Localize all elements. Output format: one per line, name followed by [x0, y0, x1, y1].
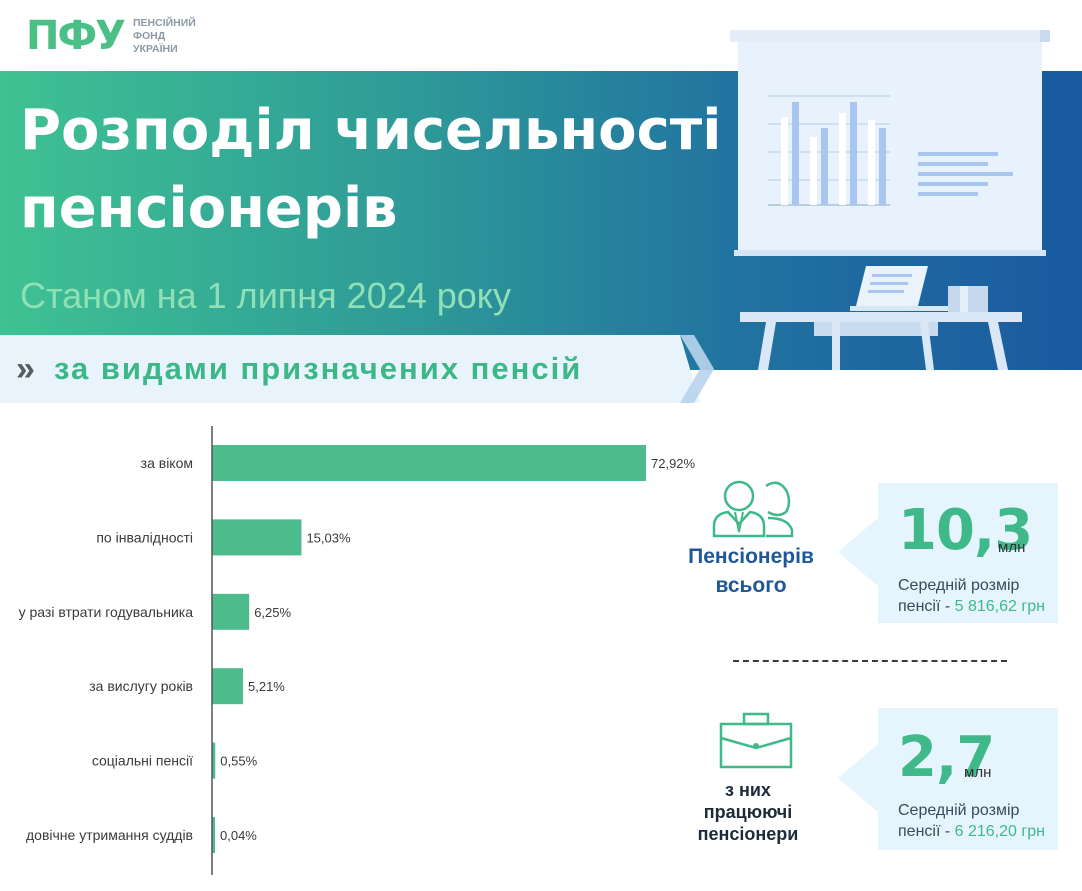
total-pensioners-unit: млн — [998, 539, 1026, 556]
logo-text-line3: УКРАЇНИ — [132, 42, 178, 55]
bar-4 — [212, 742, 216, 779]
chevron-right-icon: » — [16, 350, 35, 388]
category-label: довічне утримання суддів — [26, 827, 193, 843]
working-stat-pointer — [838, 744, 878, 812]
value-label: 72,92% — [651, 456, 696, 471]
bar-0 — [212, 445, 646, 481]
pfu-logo: ПФУ ПЕНСІЙНИЙ ФОНД УКРАЇНИ — [26, 14, 196, 58]
working-desc-prefix: пенсії - — [898, 823, 955, 840]
category-label: по інвалідності — [96, 529, 193, 545]
people-icon — [712, 480, 794, 538]
dashed-divider — [733, 660, 1007, 662]
total-desc-prefix: пенсії - — [898, 598, 955, 615]
logo-text-line2: ФОНД — [132, 29, 166, 42]
total-average-pension: Середній розмір пенсії - 5 816,62 грн — [898, 575, 1058, 617]
working-title-line1: з них — [725, 780, 771, 800]
total-stat-box: 10,3 млн Середній розмір пенсії - 5 816,… — [878, 483, 1058, 623]
logo-text-line1: ПЕНСІЙНИЙ — [132, 16, 196, 29]
total-stat-pointer — [838, 518, 878, 586]
total-pensioners-number: 10,3 — [898, 498, 1033, 563]
total-pensioners-title: Пенсіонерів всього — [676, 542, 826, 600]
title-line-1: Розподіл чисельності — [20, 98, 722, 163]
value-label: 15,03% — [306, 530, 351, 545]
title-line-2: пенсіонерів — [20, 176, 398, 241]
working-desc-amount: 6 216,20 грн — [954, 823, 1045, 840]
working-title-line2: працюючі — [703, 802, 793, 822]
value-label: 0,55% — [220, 754, 257, 769]
logo-mark: ПФУ — [26, 13, 126, 59]
category-label: соціальні пенсії — [92, 753, 193, 769]
presentation-board-illustration — [730, 30, 1050, 370]
working-pensioners-number: 2,7 — [898, 725, 995, 790]
total-desc-line1: Середній розмір — [898, 577, 1020, 594]
total-desc-amount: 5 816,62 грн — [954, 598, 1045, 615]
section-ribbon: » за видами призначених пенсій — [0, 335, 720, 403]
ribbon-background — [0, 335, 700, 403]
bar-1 — [212, 519, 302, 556]
logo-text: ПЕНСІЙНИЙ ФОНД УКРАЇНИ — [133, 17, 196, 56]
bar-5 — [212, 817, 215, 853]
ribbon-stripe — [680, 335, 714, 403]
section-label: за видами призначених пенсій — [54, 351, 583, 386]
total-title-line2: всього — [715, 574, 787, 597]
working-pensioners-unit: млн — [964, 764, 992, 781]
total-title-line1: Пенсіонерів — [688, 545, 814, 568]
page-title: Розподіл чисельності пенсіонерів — [20, 92, 721, 248]
working-desc-line1: Середній розмір — [898, 802, 1020, 819]
value-label: 0,04% — [220, 828, 257, 843]
bar-3 — [212, 668, 244, 705]
category-label: за віком — [141, 455, 193, 471]
working-stat-box: 2,7 млн Середній розмір пенсії - 6 216,2… — [878, 708, 1058, 850]
bar-2 — [212, 593, 250, 630]
value-label: 6,25% — [254, 605, 291, 620]
category-label: у разі втрати годувальника — [19, 604, 194, 620]
pension-type-bar-chart: за віком 72,92% по інвалідності 15,03% у раз… — [19, 426, 696, 875]
working-average-pension: Середній розмір пенсії - 6 216,20 грн — [898, 800, 1058, 842]
briefcase-icon — [719, 712, 793, 769]
category-label: за вислугу років — [89, 678, 193, 694]
working-title-line3: пенсіонери — [697, 824, 799, 844]
value-label: 5,21% — [248, 679, 285, 694]
working-pensioners-title: з них працюючі пенсіонери — [686, 779, 810, 845]
page-subtitle: Станом на 1 липня 2024 року — [20, 275, 511, 316]
